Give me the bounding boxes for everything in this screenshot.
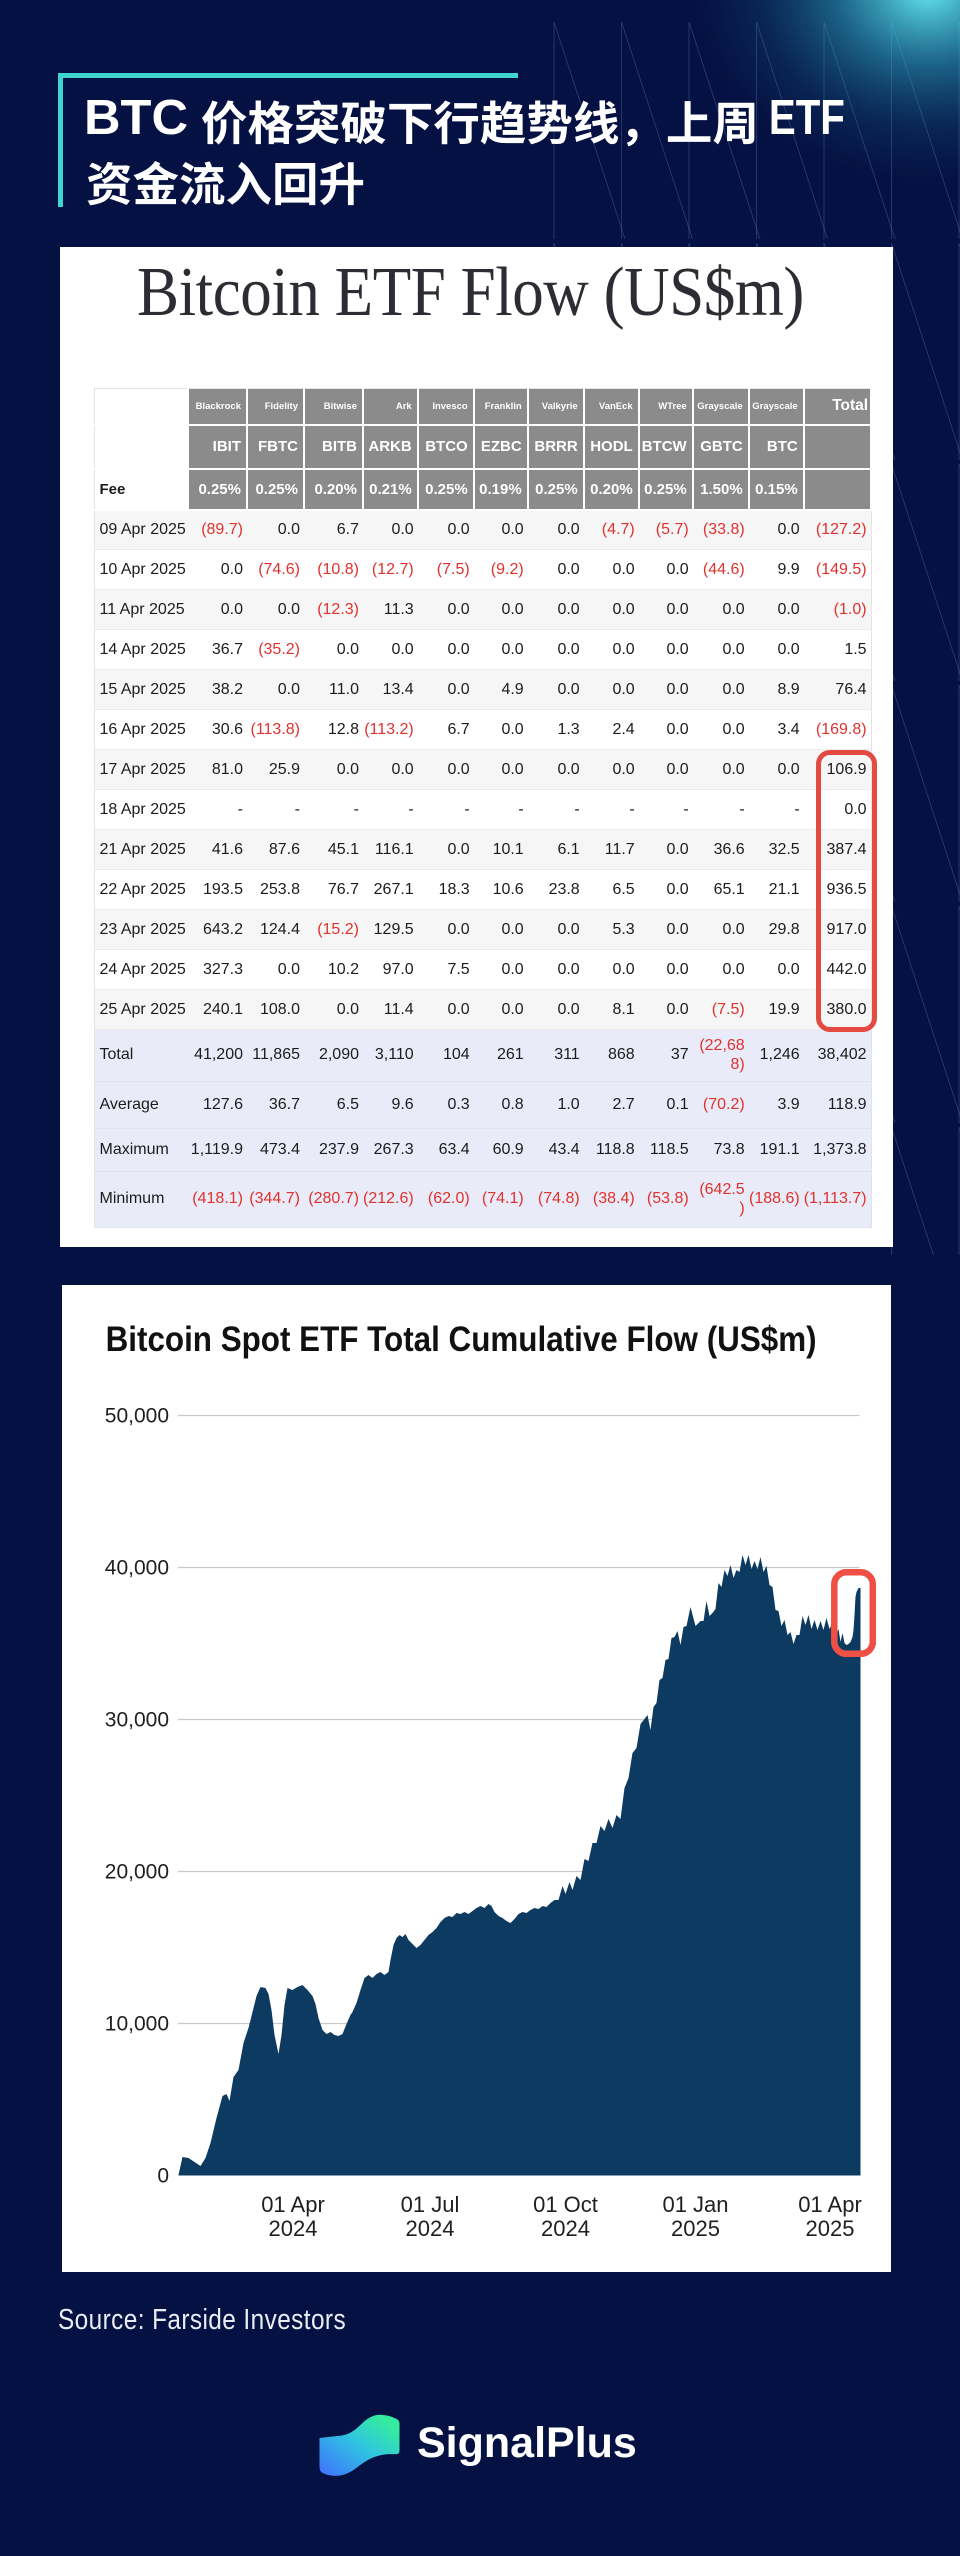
svg-text:Bitcoin Spot ETF Total Cumulat: Bitcoin Spot ETF Total Cumulative Flow (… bbox=[105, 1320, 816, 1359]
svg-text:10,000: 10,000 bbox=[104, 2013, 168, 2036]
svg-text:01 Apr: 01 Apr bbox=[798, 2192, 862, 2217]
svg-text:0: 0 bbox=[157, 2165, 169, 2188]
svg-text:2024: 2024 bbox=[268, 2216, 317, 2241]
svg-text:20,000: 20,000 bbox=[104, 1861, 168, 1884]
svg-text:30,000: 30,000 bbox=[104, 1709, 168, 1732]
svg-text:40,000: 40,000 bbox=[104, 1557, 168, 1580]
svg-text:ETF: ETF bbox=[769, 91, 845, 145]
svg-text:BTC: BTC bbox=[84, 91, 188, 145]
svg-text:01 Oct: 01 Oct bbox=[533, 2192, 598, 2217]
svg-text:01 Jul: 01 Jul bbox=[400, 2192, 459, 2217]
svg-text:2025: 2025 bbox=[671, 2216, 720, 2241]
svg-text:2024: 2024 bbox=[541, 2216, 590, 2241]
svg-text:01 Apr: 01 Apr bbox=[261, 2192, 325, 2217]
svg-text:2024: 2024 bbox=[405, 2216, 454, 2241]
svg-text:50,000: 50,000 bbox=[104, 1405, 168, 1428]
svg-text:01 Jan: 01 Jan bbox=[662, 2192, 728, 2217]
svg-text:2025: 2025 bbox=[805, 2216, 854, 2241]
